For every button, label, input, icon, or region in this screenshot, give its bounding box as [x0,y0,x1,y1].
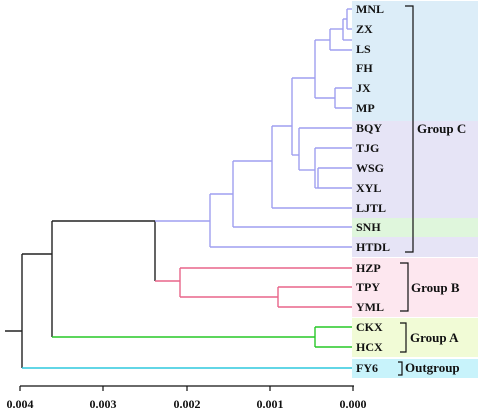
leaf-label-tjg: TJG [356,141,379,155]
group-b-bg [352,258,478,317]
axis-tick-labels: 0.004 0.003 0.002 0.001 0.000 [7,397,367,411]
leaf-label-ljtl: LJTL [356,201,386,215]
group-c-label: Group C [417,121,466,136]
group-a-bg [352,318,478,357]
leaf-label-yml: YML [356,300,384,314]
axis-tick-label-4: 0.000 [340,397,367,411]
leaf-label-hcx: HCX [356,340,383,354]
leaf-label-hzp: HZP [356,261,381,275]
outgroup-bg [352,359,478,378]
group-b-label: Group B [411,280,460,295]
leaf-label-zx: ZX [356,22,373,36]
axis-tick-label-3: 0.001 [257,397,284,411]
leaf-label-snh: SNH [356,220,381,234]
leaf-label-mnl: MNL [356,2,384,16]
leaf-label-htdl: HTDL [356,240,390,254]
axis-tick-label-1: 0.003 [90,397,117,411]
leaf-label-bqy: BQY [356,121,382,135]
leaf-label-jx: JX [356,81,371,95]
leaf-label-xyl: XYL [356,181,381,195]
group-c-bg-lavender-top [352,121,478,218]
axis-tick-label-0: 0.004 [7,397,34,411]
group-backgrounds [352,1,478,378]
leaf-label-mp: MP [356,101,375,115]
leaf-label-ls: LS [356,42,371,56]
leaf-label-ckx: CKX [356,320,383,334]
group-c-bg-lavender-bottom [352,237,478,257]
group-b-bracket [400,262,409,312]
tree-branches [5,8,352,369]
group-a-label: Group A [410,330,459,345]
group-brackets [398,5,414,376]
group-a-bracket [400,322,407,353]
leaf-label-fh: FH [356,61,373,75]
group-c-bg-green [352,218,478,237]
scale-axis [19,385,354,391]
leaf-labels: MNL ZX LS FH JX MP BQY TJG WSG XYL LJTL … [356,2,390,375]
group-c-bg-blue [352,1,478,121]
leaf-label-tpy: TPY [356,280,380,294]
group-c-bracket [405,5,414,253]
outgroup-bracket [398,361,403,376]
leaf-label-fy6: FY6 [356,361,378,375]
outgroup-label: Outgroup [405,360,460,375]
axis-tick-label-2: 0.002 [174,397,201,411]
leaf-label-wsg: WSG [356,161,384,175]
group-labels: Group C Group B Group A Outgroup [405,121,466,375]
